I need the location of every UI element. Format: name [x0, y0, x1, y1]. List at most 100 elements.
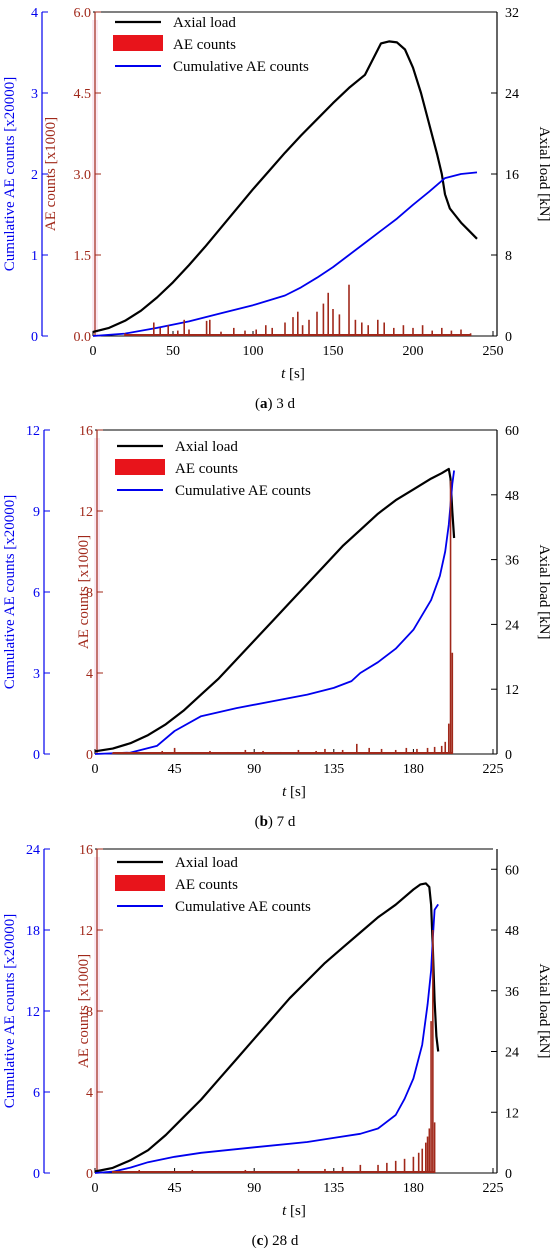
- cum-tick-label: 0: [33, 748, 40, 763]
- x-tick-label: 180: [403, 1181, 424, 1196]
- load-axis-label: Axial load [kN]: [536, 545, 550, 640]
- x-axis-label: t [s]: [282, 1203, 306, 1219]
- legend-label-axial-load: Axial load: [173, 15, 236, 31]
- load-tick-label: 32: [505, 6, 519, 21]
- x-tick-label: 0: [92, 762, 99, 777]
- x-tick-label: 200: [403, 344, 424, 359]
- x-tick-label: 135: [323, 762, 344, 777]
- x-tick-label: 250: [483, 344, 504, 359]
- ae-tick-label: 16: [79, 843, 93, 858]
- load-tick-label: 24: [505, 1046, 519, 1061]
- load-tick-label: 8: [505, 249, 512, 264]
- x-tick-label: 50: [166, 344, 180, 359]
- panel-caption: (a) 3 d: [255, 396, 295, 412]
- ae-tick-label: 12: [79, 924, 93, 939]
- cum-tick-label: 6: [33, 1086, 40, 1101]
- legend-label-ae-counts: AE counts: [175, 877, 238, 893]
- cum-tick-label: 12: [26, 424, 40, 439]
- x-tick-label: 0: [92, 1181, 99, 1196]
- load-tick-label: 0: [505, 330, 512, 345]
- chart-panel-b: 0 45 90 135 180 225 t [s] 0 36 9 12 Cumulative AE c…: [2, 424, 550, 830]
- x-tick-label: 180: [403, 762, 424, 777]
- cum-tick-label: 1: [31, 249, 38, 264]
- load-tick-label: 60: [505, 863, 519, 878]
- ae-tick-label: 4.5: [74, 87, 92, 102]
- legend-swatch-ae-counts: [115, 459, 165, 475]
- cum-tick-label: 4: [31, 6, 38, 21]
- x-tick-label: 45: [168, 1181, 182, 1196]
- ae-tick-label: 4: [86, 667, 93, 682]
- load-tick-label: 16: [505, 168, 519, 183]
- chart-panel-c: 0 45 90 135 180 225 t [s] 0 6 12 18 24 Cumulative AE…: [2, 843, 550, 1249]
- cum-axis-label: Cumulative AE counts [x20000]: [2, 914, 18, 1109]
- ae-tick-label: 8: [86, 1005, 93, 1020]
- cum-tick-label: 3: [31, 87, 38, 102]
- load-tick-label: 48: [505, 924, 519, 939]
- legend-label-cumulative-ae: Cumulative AE counts: [173, 59, 309, 75]
- ae-tick-label: 0: [86, 1167, 93, 1182]
- axial-load-line: [94, 882, 440, 1173]
- load-axis-label: Axial load [kN]: [536, 127, 550, 222]
- load-tick-label: 36: [505, 985, 519, 1000]
- load-tick-label: 0: [505, 1167, 512, 1182]
- legend-swatch-ae-counts: [115, 875, 165, 891]
- ae-tick-label: 1.5: [74, 249, 92, 264]
- x-tick-label: 225: [483, 1181, 504, 1196]
- cumulative-ae-line: [92, 171, 478, 337]
- load-tick-label: 24: [505, 618, 519, 633]
- load-tick-label: 48: [505, 489, 519, 504]
- cum-axis-label: Cumulative AE counts [x20000]: [2, 77, 18, 272]
- cumulative-ae-line: [94, 903, 439, 1174]
- load-axis-label: Axial load [kN]: [536, 964, 550, 1059]
- load-tick-label: 36: [505, 554, 519, 569]
- ae-tick-label: 16: [79, 424, 93, 439]
- ae-tick-label: 6.0: [74, 6, 92, 21]
- x-tick-label: 100: [243, 344, 264, 359]
- cum-tick-label: 0: [33, 1167, 40, 1182]
- ae-tick-label: 8: [86, 586, 93, 601]
- ae-tick-label: 3.0: [74, 168, 92, 183]
- x-axis-label: t [s]: [281, 366, 305, 382]
- load-tick-label: 24: [505, 87, 519, 102]
- x-tick-label: 0: [90, 344, 97, 359]
- legend-label-cumulative-ae: Cumulative AE counts: [175, 483, 311, 499]
- ae-tick-label: 0: [86, 748, 93, 763]
- ae-axis-label: AE counts [x1000]: [76, 954, 92, 1068]
- legend-label-ae-counts: AE counts: [175, 461, 238, 477]
- cumulative-ae-line: [94, 470, 455, 755]
- legend-swatch-ae-counts: [113, 35, 163, 51]
- cum-tick-label: 18: [26, 924, 40, 939]
- x-tick-label: 90: [247, 1181, 261, 1196]
- ae-axis-label: AE counts [x1000]: [43, 117, 59, 231]
- ae-tick-label: 0.0: [74, 330, 92, 345]
- cum-axis-label: Cumulative AE counts [x20000]: [2, 495, 18, 690]
- load-tick-label: 12: [505, 683, 519, 698]
- panel-caption: (c) 28 d: [252, 1233, 299, 1249]
- x-tick-label: 225: [483, 762, 504, 777]
- legend-label-axial-load: Axial load: [175, 439, 238, 455]
- cum-tick-label: 9: [33, 505, 40, 520]
- legend-label-ae-counts: AE counts: [173, 37, 236, 53]
- cum-tick-label: 12: [26, 1005, 40, 1020]
- legend-label-cumulative-ae: Cumulative AE counts: [175, 899, 311, 915]
- panel-caption: (b) 7 d: [255, 814, 296, 830]
- cum-tick-label: 2: [31, 168, 38, 183]
- x-tick-label: 45: [168, 762, 182, 777]
- x-tick-label: 150: [323, 344, 344, 359]
- axial-load-line: [92, 40, 478, 333]
- load-tick-label: 12: [505, 1106, 519, 1121]
- axial-load-line: [94, 467, 456, 753]
- load-tick-label: 60: [505, 424, 519, 439]
- cum-tick-label: 3: [33, 667, 40, 682]
- x-tick-label: 90: [247, 762, 261, 777]
- legend-label-axial-load: Axial load: [175, 855, 238, 871]
- x-axis-label: t [s]: [282, 784, 306, 800]
- cum-tick-label: 24: [26, 843, 40, 858]
- load-tick-label: 0: [505, 748, 512, 763]
- chart-panel-a: 0 50 100 150 200 250 t [s] 0 1 2 3 4 Cumulative AE c…: [2, 6, 550, 412]
- cum-tick-label: 0: [31, 330, 38, 345]
- ae-tick-label: 4: [86, 1086, 93, 1101]
- ae-tick-label: 12: [79, 505, 93, 520]
- x-tick-label: 135: [323, 1181, 344, 1196]
